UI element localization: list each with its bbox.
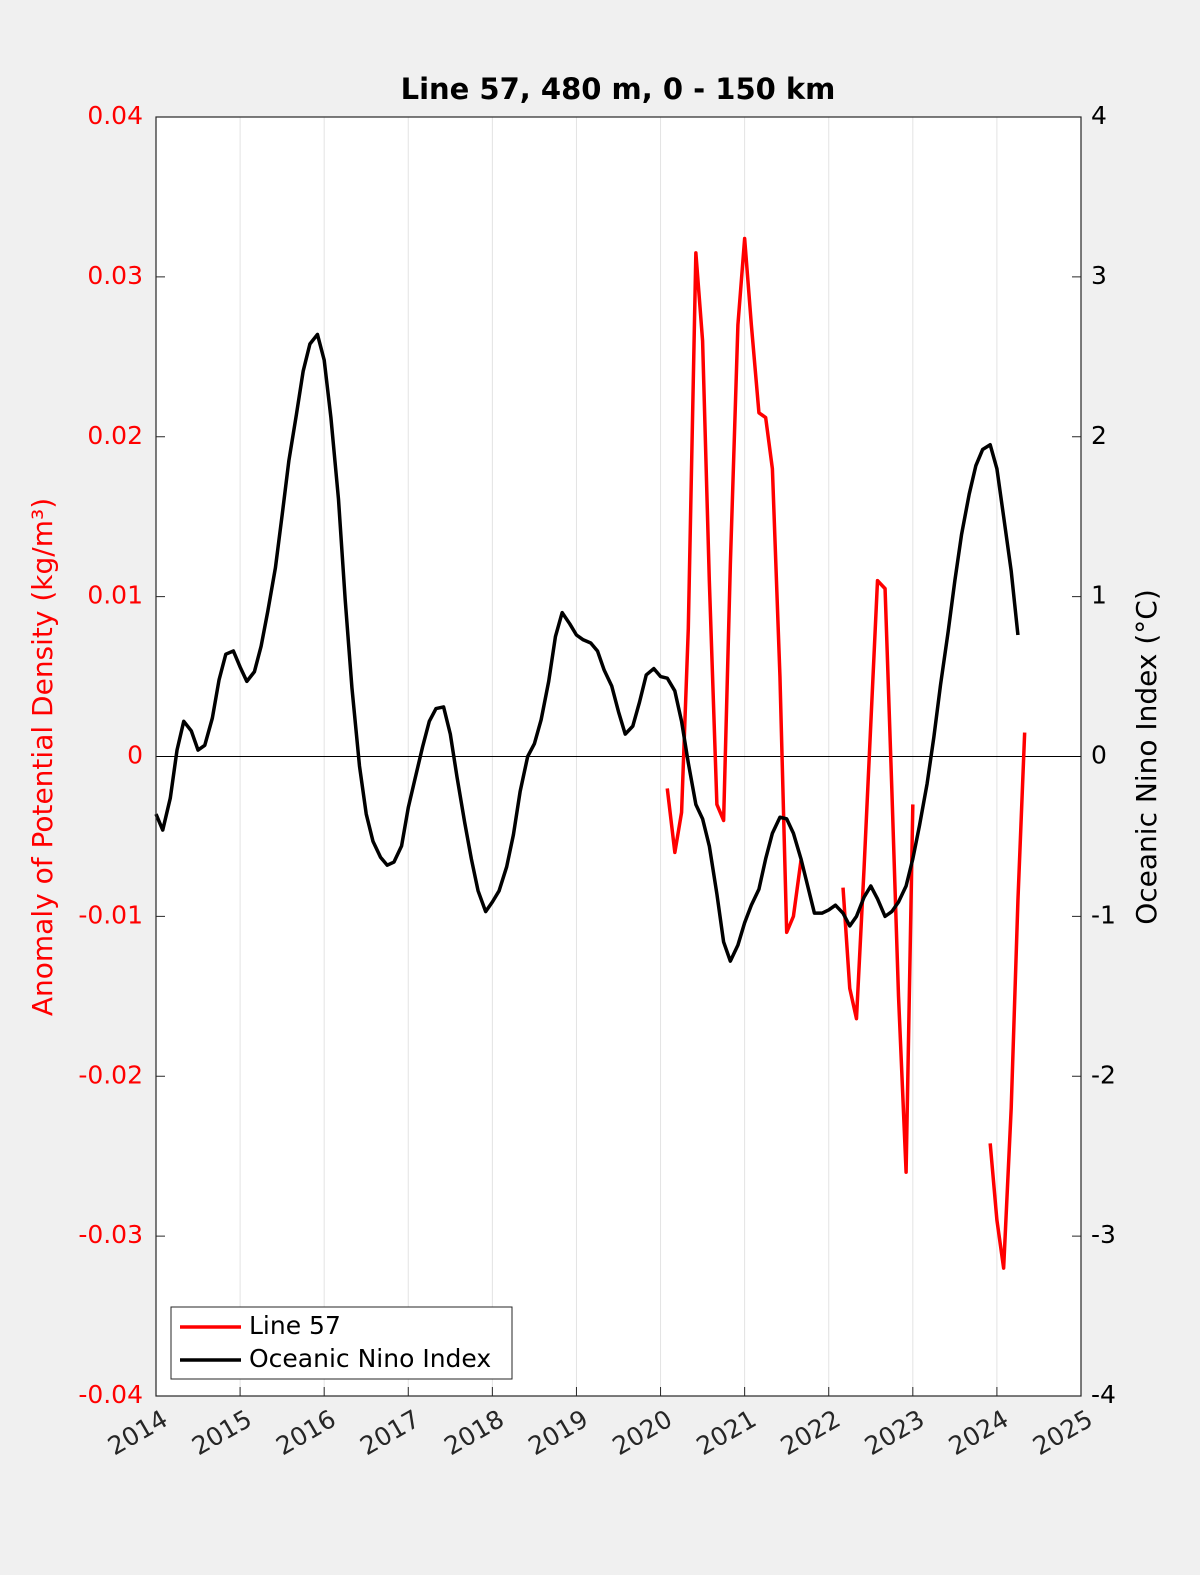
y2-tick-label: 3 bbox=[1091, 261, 1107, 290]
y2-axis-label: Oceanic Nino Index (°C) bbox=[1130, 589, 1163, 925]
y2-tick-label: 2 bbox=[1091, 421, 1107, 450]
y-tick-label: 0.02 bbox=[87, 421, 143, 450]
y-tick-label: 0 bbox=[127, 741, 143, 770]
line-series bbox=[154, 332, 1020, 963]
legend-label: Line 57 bbox=[249, 1311, 341, 1340]
y2-tick-label: 4 bbox=[1091, 101, 1107, 130]
line-series bbox=[665, 236, 1027, 1270]
legend-label: Oceanic Nino Index bbox=[249, 1344, 491, 1373]
legend: Line 57 Oceanic Nino Index bbox=[170, 1306, 513, 1380]
y-tick-label: -0.04 bbox=[78, 1380, 143, 1409]
y-tick-label: -0.02 bbox=[78, 1060, 143, 1089]
legend-box bbox=[170, 1306, 513, 1380]
y-tick-label: -0.01 bbox=[78, 900, 143, 929]
y-axis-label: Anomaly of Potential Density (kg/m³) bbox=[26, 498, 59, 1016]
y2-tick-label: -2 bbox=[1091, 1060, 1116, 1089]
y2-tick-label: -1 bbox=[1091, 900, 1116, 929]
axis-box bbox=[155, 116, 1082, 1397]
y2-tick-label: -3 bbox=[1091, 1220, 1116, 1249]
y2-tick-label: 0 bbox=[1091, 741, 1107, 770]
y-tick-label: 0.04 bbox=[87, 101, 143, 130]
y2-tick-label: -4 bbox=[1091, 1380, 1116, 1409]
y-tick-label: 0.01 bbox=[87, 581, 143, 610]
chart-title: Line 57, 480 m, 0 - 150 km bbox=[401, 72, 836, 106]
y-tick-label: 0.03 bbox=[87, 261, 143, 290]
y-tick-label: -0.03 bbox=[78, 1220, 143, 1249]
y2-tick-label: 1 bbox=[1091, 581, 1107, 610]
